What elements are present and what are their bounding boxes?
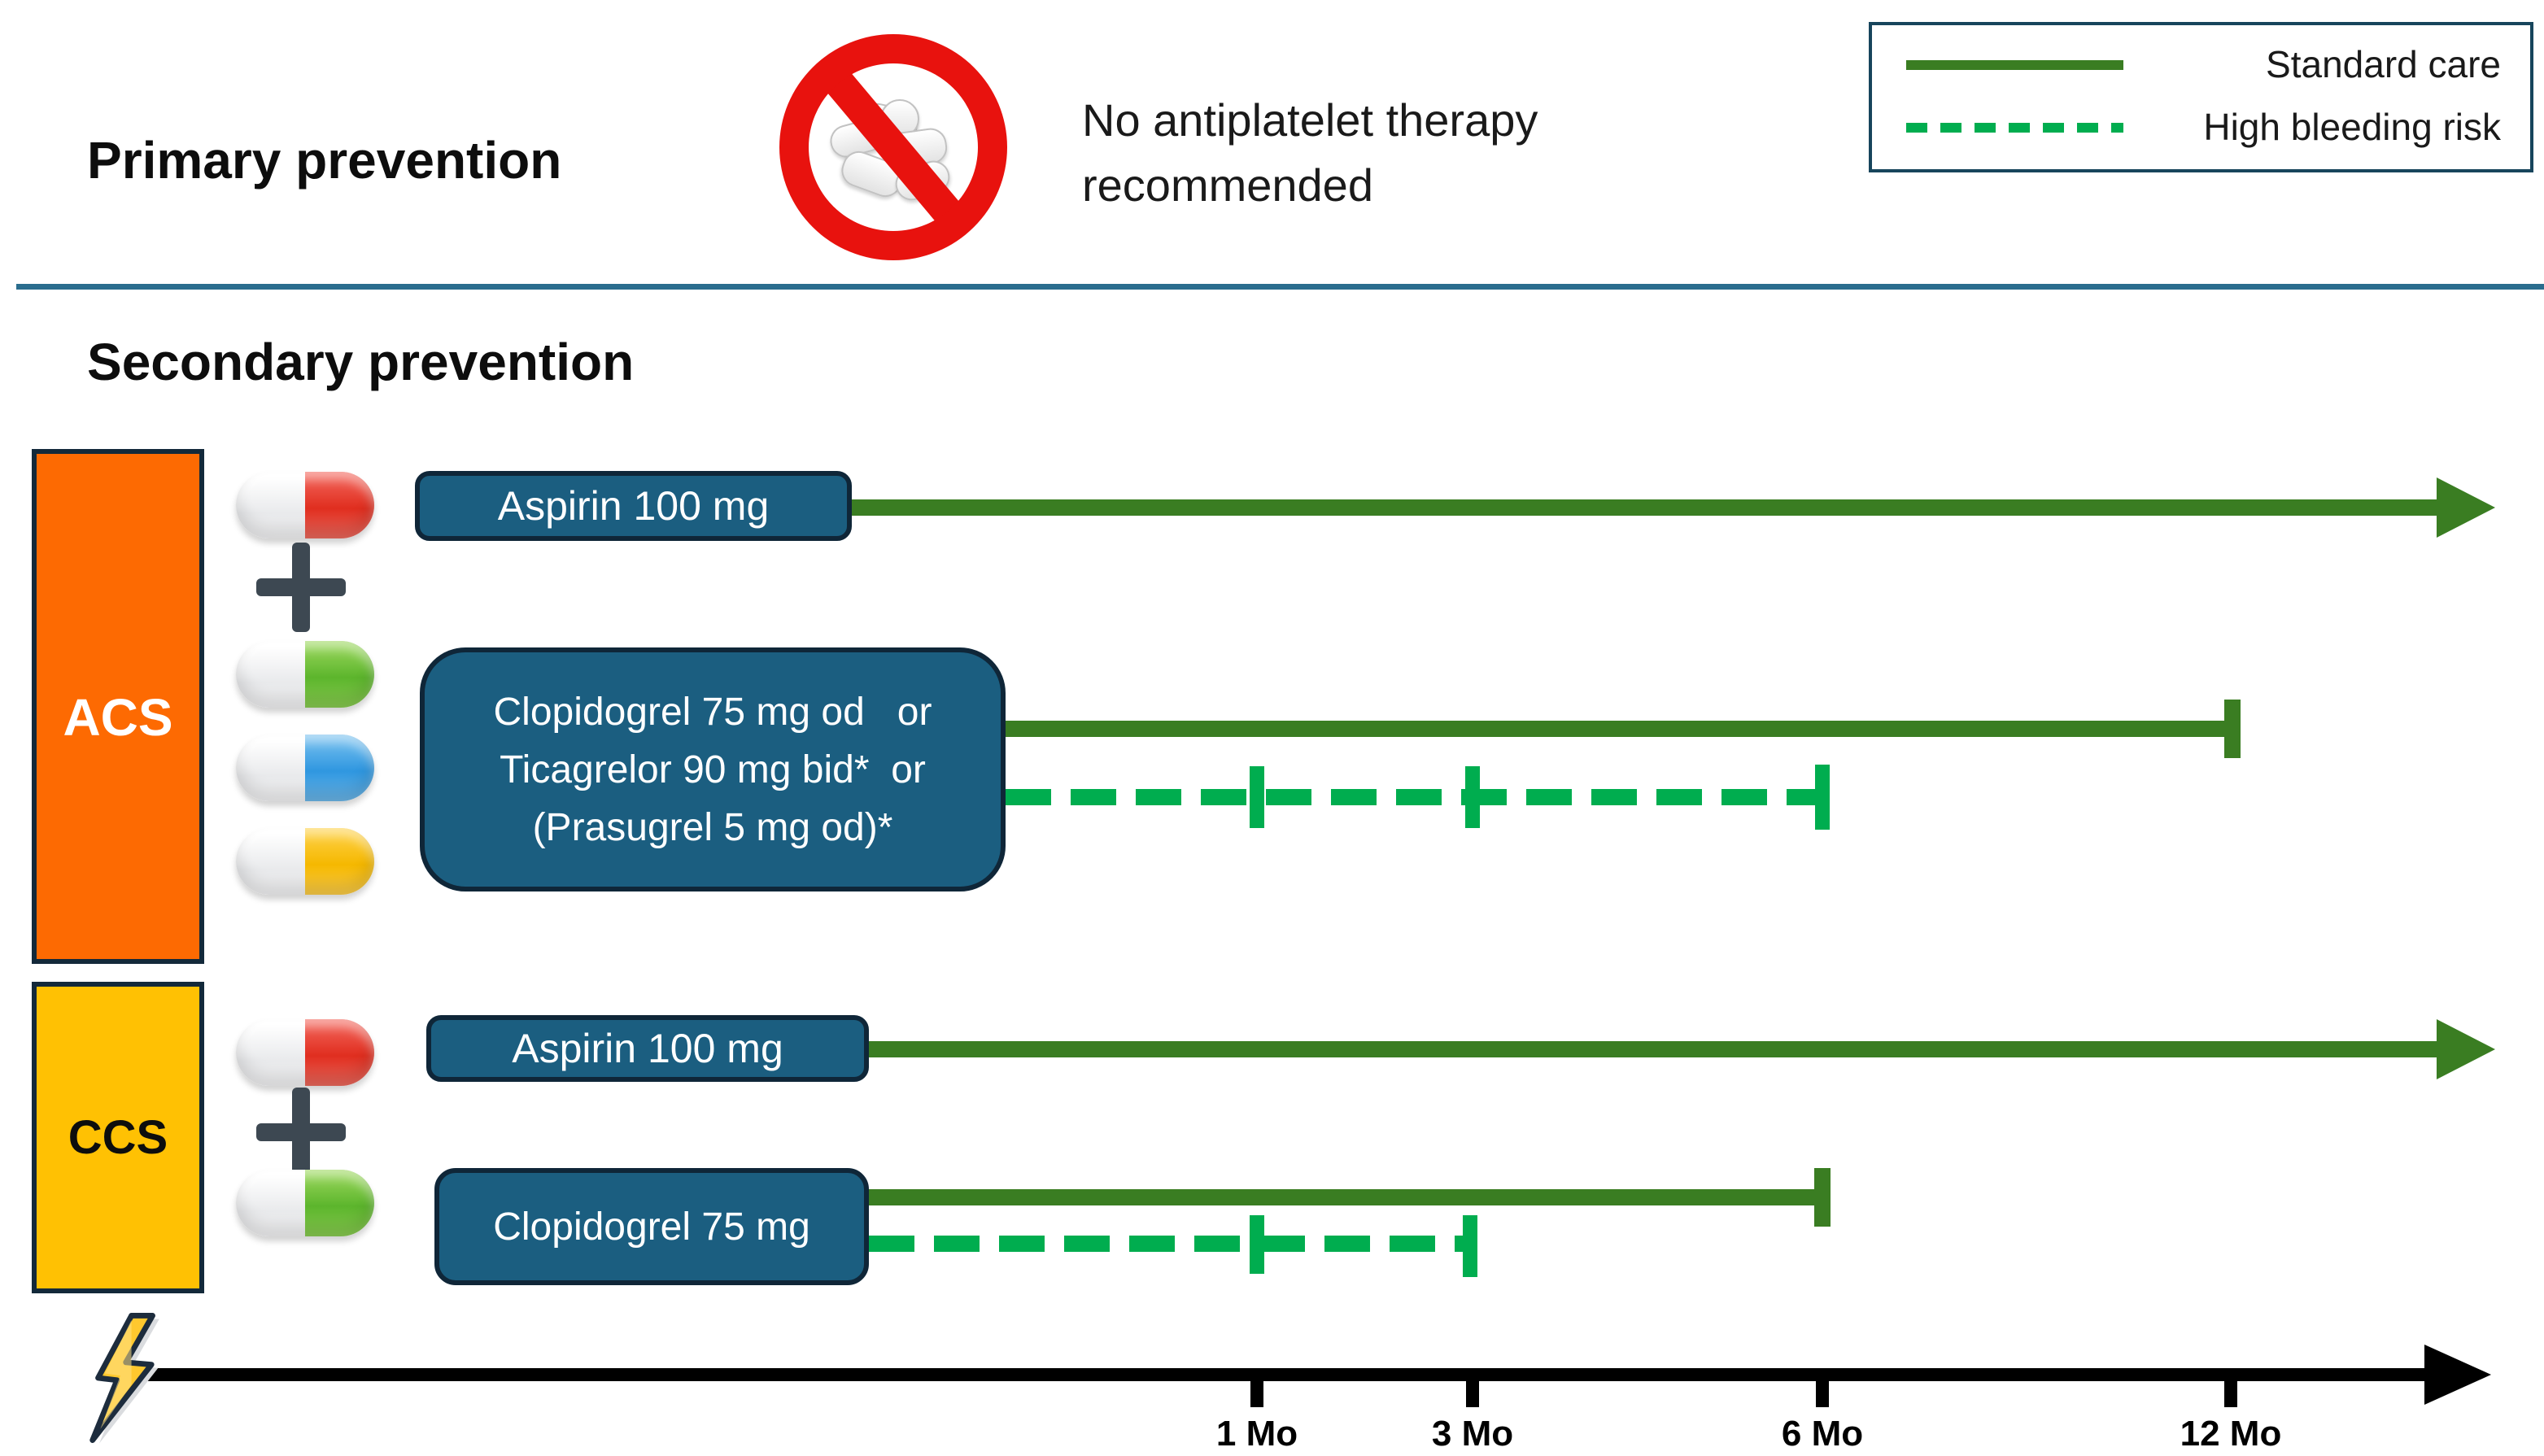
timeline-label-1mo: 1 Mo	[1215, 1414, 1298, 1454]
timeline-label-3mo: 3 Mo	[1431, 1414, 1514, 1454]
ccs-aspirin-standard-care-line	[869, 1041, 2437, 1057]
prasugrel-capsule-icon	[236, 828, 374, 895]
timeline-tick-1mo	[1250, 1375, 1263, 1407]
ccs-clopidogrel-high-bleeding-risk-line	[869, 1236, 1470, 1252]
ticagrelor-capsule-icon	[236, 735, 374, 801]
high-bleeding-risk-line-swatch	[1906, 123, 2123, 133]
timeline-tick-6mo	[1816, 1375, 1829, 1407]
acs-hbr-end-tick-6mo	[1815, 765, 1830, 830]
acs-hbr-tick-1mo	[1250, 766, 1264, 828]
timeline-tick-12mo	[2224, 1375, 2237, 1407]
ccs-aspirin-tag: Aspirin 100 mg	[426, 1015, 869, 1082]
legend-label-standard-care: Standard care	[2266, 43, 2501, 85]
ccs-clopidogrel-tag: Clopidogrel 75 mg	[434, 1168, 869, 1285]
ccs-hbr-tick-1mo	[1250, 1215, 1264, 1274]
plus-icon	[256, 543, 346, 632]
acs-p2y12-high-bleeding-risk-line	[1006, 789, 1822, 805]
ccs-group-box: CCS	[32, 982, 204, 1293]
legend: Standard care High bleeding risk	[1869, 22, 2533, 172]
prohibition-ring	[779, 34, 1007, 260]
acs-p2y12-option-ticagrelor: Ticagrelor 90 mg bid* or	[500, 748, 926, 791]
acs-p2y12-standard-care-line	[1006, 721, 2232, 737]
ccs-clopidogrel-end-tick-6mo	[1814, 1168, 1831, 1227]
timeline-axis	[146, 1368, 2424, 1381]
acs-aspirin-label: Aspirin 100 mg	[497, 483, 770, 529]
aspirin-capsule-icon	[236, 1019, 374, 1086]
timeline-label-12mo: 12 Mo	[2180, 1414, 2282, 1454]
acs-hbr-tick-3mo	[1465, 766, 1480, 828]
acs-group-box: ACS	[32, 449, 204, 964]
acs-aspirin-tag: Aspirin 100 mg	[415, 471, 852, 541]
plus-icon	[256, 1088, 346, 1177]
ccs-label: CCS	[68, 1111, 168, 1164]
legend-label-high-bleeding-risk: High bleeding risk	[2203, 106, 2501, 148]
ccs-hbr-end-tick-3mo	[1463, 1215, 1477, 1277]
clopidogrel-capsule-icon	[236, 641, 374, 708]
section-divider	[16, 284, 2544, 290]
acs-p2y12-option-prasugrel: (Prasugrel 5 mg od)*	[532, 805, 893, 849]
acs-aspirin-standard-care-line	[852, 499, 2437, 516]
acs-p2y12-option-clopidogrel: Clopidogrel 75 mg od or	[493, 690, 932, 734]
ccs-aspirin-label: Aspirin 100 mg	[512, 1026, 783, 1071]
timeline-label-6mo: 6 Mo	[1781, 1414, 1864, 1454]
ccs-clopidogrel-standard-care-line	[869, 1189, 1822, 1205]
index-event-lightning-icon	[89, 1313, 159, 1444]
timeline-tick-3mo	[1466, 1375, 1479, 1407]
no-therapy-text: No antiplatelet therapy recommended	[1082, 94, 1538, 211]
acs-p2y12-tag: Clopidogrel 75 mg od or Ticagrelor 90 mg…	[420, 647, 1006, 891]
secondary-prevention-title: Secondary prevention	[87, 333, 635, 391]
acs-label: ACS	[63, 687, 173, 747]
standard-care-line-swatch	[1906, 60, 2123, 70]
no-pills-icon	[779, 34, 1007, 260]
primary-prevention-title: Primary prevention	[87, 131, 562, 190]
ccs-clopidogrel-label: Clopidogrel 75 mg	[493, 1205, 810, 1249]
clopidogrel-capsule-icon	[236, 1170, 374, 1236]
aspirin-capsule-icon	[236, 472, 374, 538]
acs-p2y12-end-tick-12mo	[2224, 700, 2241, 758]
